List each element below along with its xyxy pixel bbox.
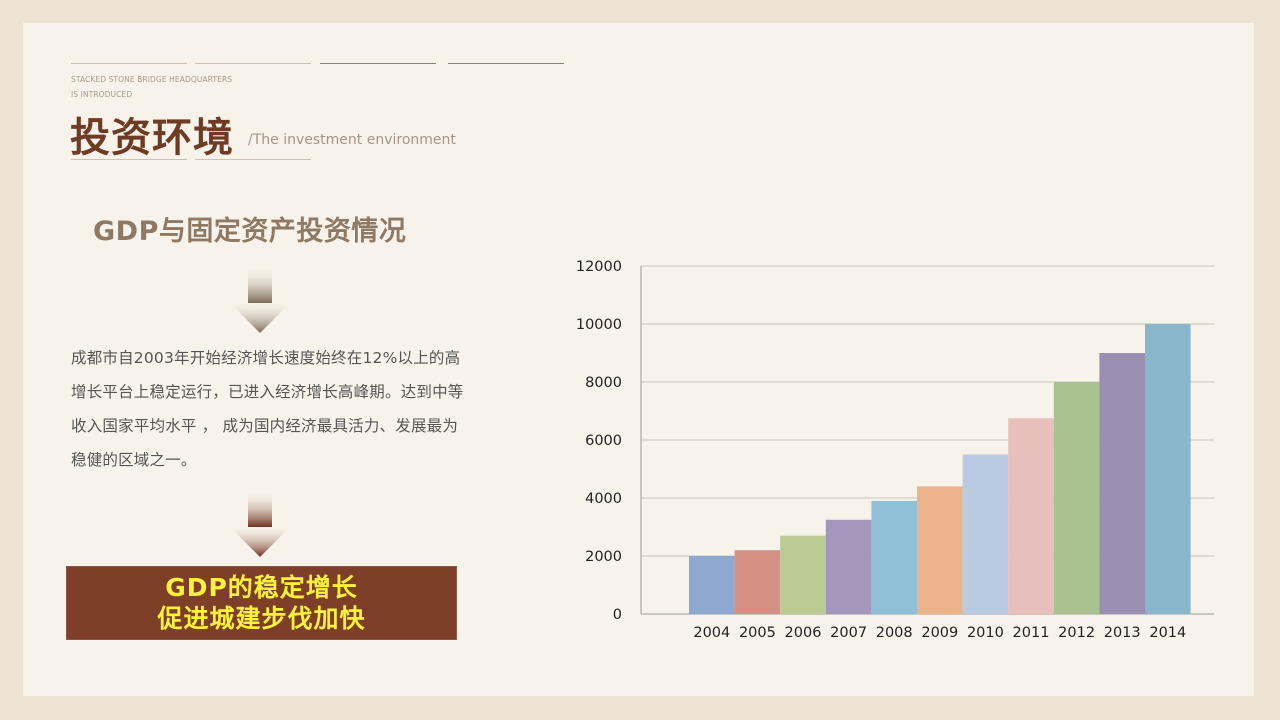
bar: [780, 535, 826, 614]
y-tick-label: 2000: [585, 549, 622, 565]
y-tick-label: 0: [613, 607, 622, 623]
highlight-box: GDP的稳定增长 促进城建步伐加快: [66, 566, 457, 640]
bar: [1053, 382, 1100, 614]
x-tick-label: 2005: [739, 625, 776, 641]
bar: [871, 500, 917, 614]
page-title: 投资环境: [70, 115, 234, 161]
slide: STACKED STONE BRIDGE HEADQUARTERS IS INT…: [23, 23, 1254, 696]
decor-line: [71, 159, 187, 160]
bar: [689, 556, 735, 614]
x-tick-label: 2010: [967, 625, 1004, 641]
description-paragraph: 成都市自2003年开始经济增长速度始终在12%以上的高增长平台上稳定运行，已进入…: [71, 349, 464, 469]
bar: [917, 486, 963, 614]
decor-line: [71, 63, 187, 64]
y-tick-label: 10000: [576, 317, 622, 333]
highlight-line-2: 促进城建步伐加快: [157, 604, 366, 633]
bar: [1145, 324, 1191, 614]
section-heading: GDP与固定资产投资情况: [93, 216, 407, 247]
decor-line: [195, 159, 311, 160]
x-tick-label: 2011: [1013, 625, 1050, 641]
y-tick-label: 12000: [576, 259, 622, 275]
x-tick-label: 2008: [876, 625, 913, 641]
arrow-down-icon: [230, 493, 290, 557]
decor-line: [320, 63, 436, 64]
x-tick-label: 2004: [693, 625, 730, 641]
page-title-en: /The investment environment: [248, 132, 456, 148]
highlight-line-1: GDP的稳定增长: [165, 573, 358, 602]
bar: [734, 550, 781, 614]
bar: [825, 519, 872, 614]
x-tick-label: 2009: [921, 625, 958, 641]
y-tick-label: 8000: [585, 375, 622, 391]
y-tick-label: 6000: [585, 433, 622, 449]
y-tick-label: 4000: [585, 491, 622, 507]
bar: [962, 454, 1009, 614]
bar: [1099, 353, 1145, 614]
x-tick-label: 2006: [785, 625, 822, 641]
arrow-down-icon: [230, 269, 290, 333]
x-tick-label: 2007: [830, 625, 867, 641]
x-tick-label: 2014: [1149, 625, 1186, 641]
header-subtitle-en: STACKED STONE BRIDGE HEADQUARTERS: [71, 75, 233, 84]
x-tick-label: 2013: [1104, 625, 1141, 641]
bar: [1008, 418, 1054, 614]
x-tick-label: 2012: [1058, 625, 1095, 641]
decor-line: [448, 63, 564, 64]
header-subtitle-en: IS INTRODUCED: [71, 90, 133, 99]
decor-line: [195, 63, 311, 64]
